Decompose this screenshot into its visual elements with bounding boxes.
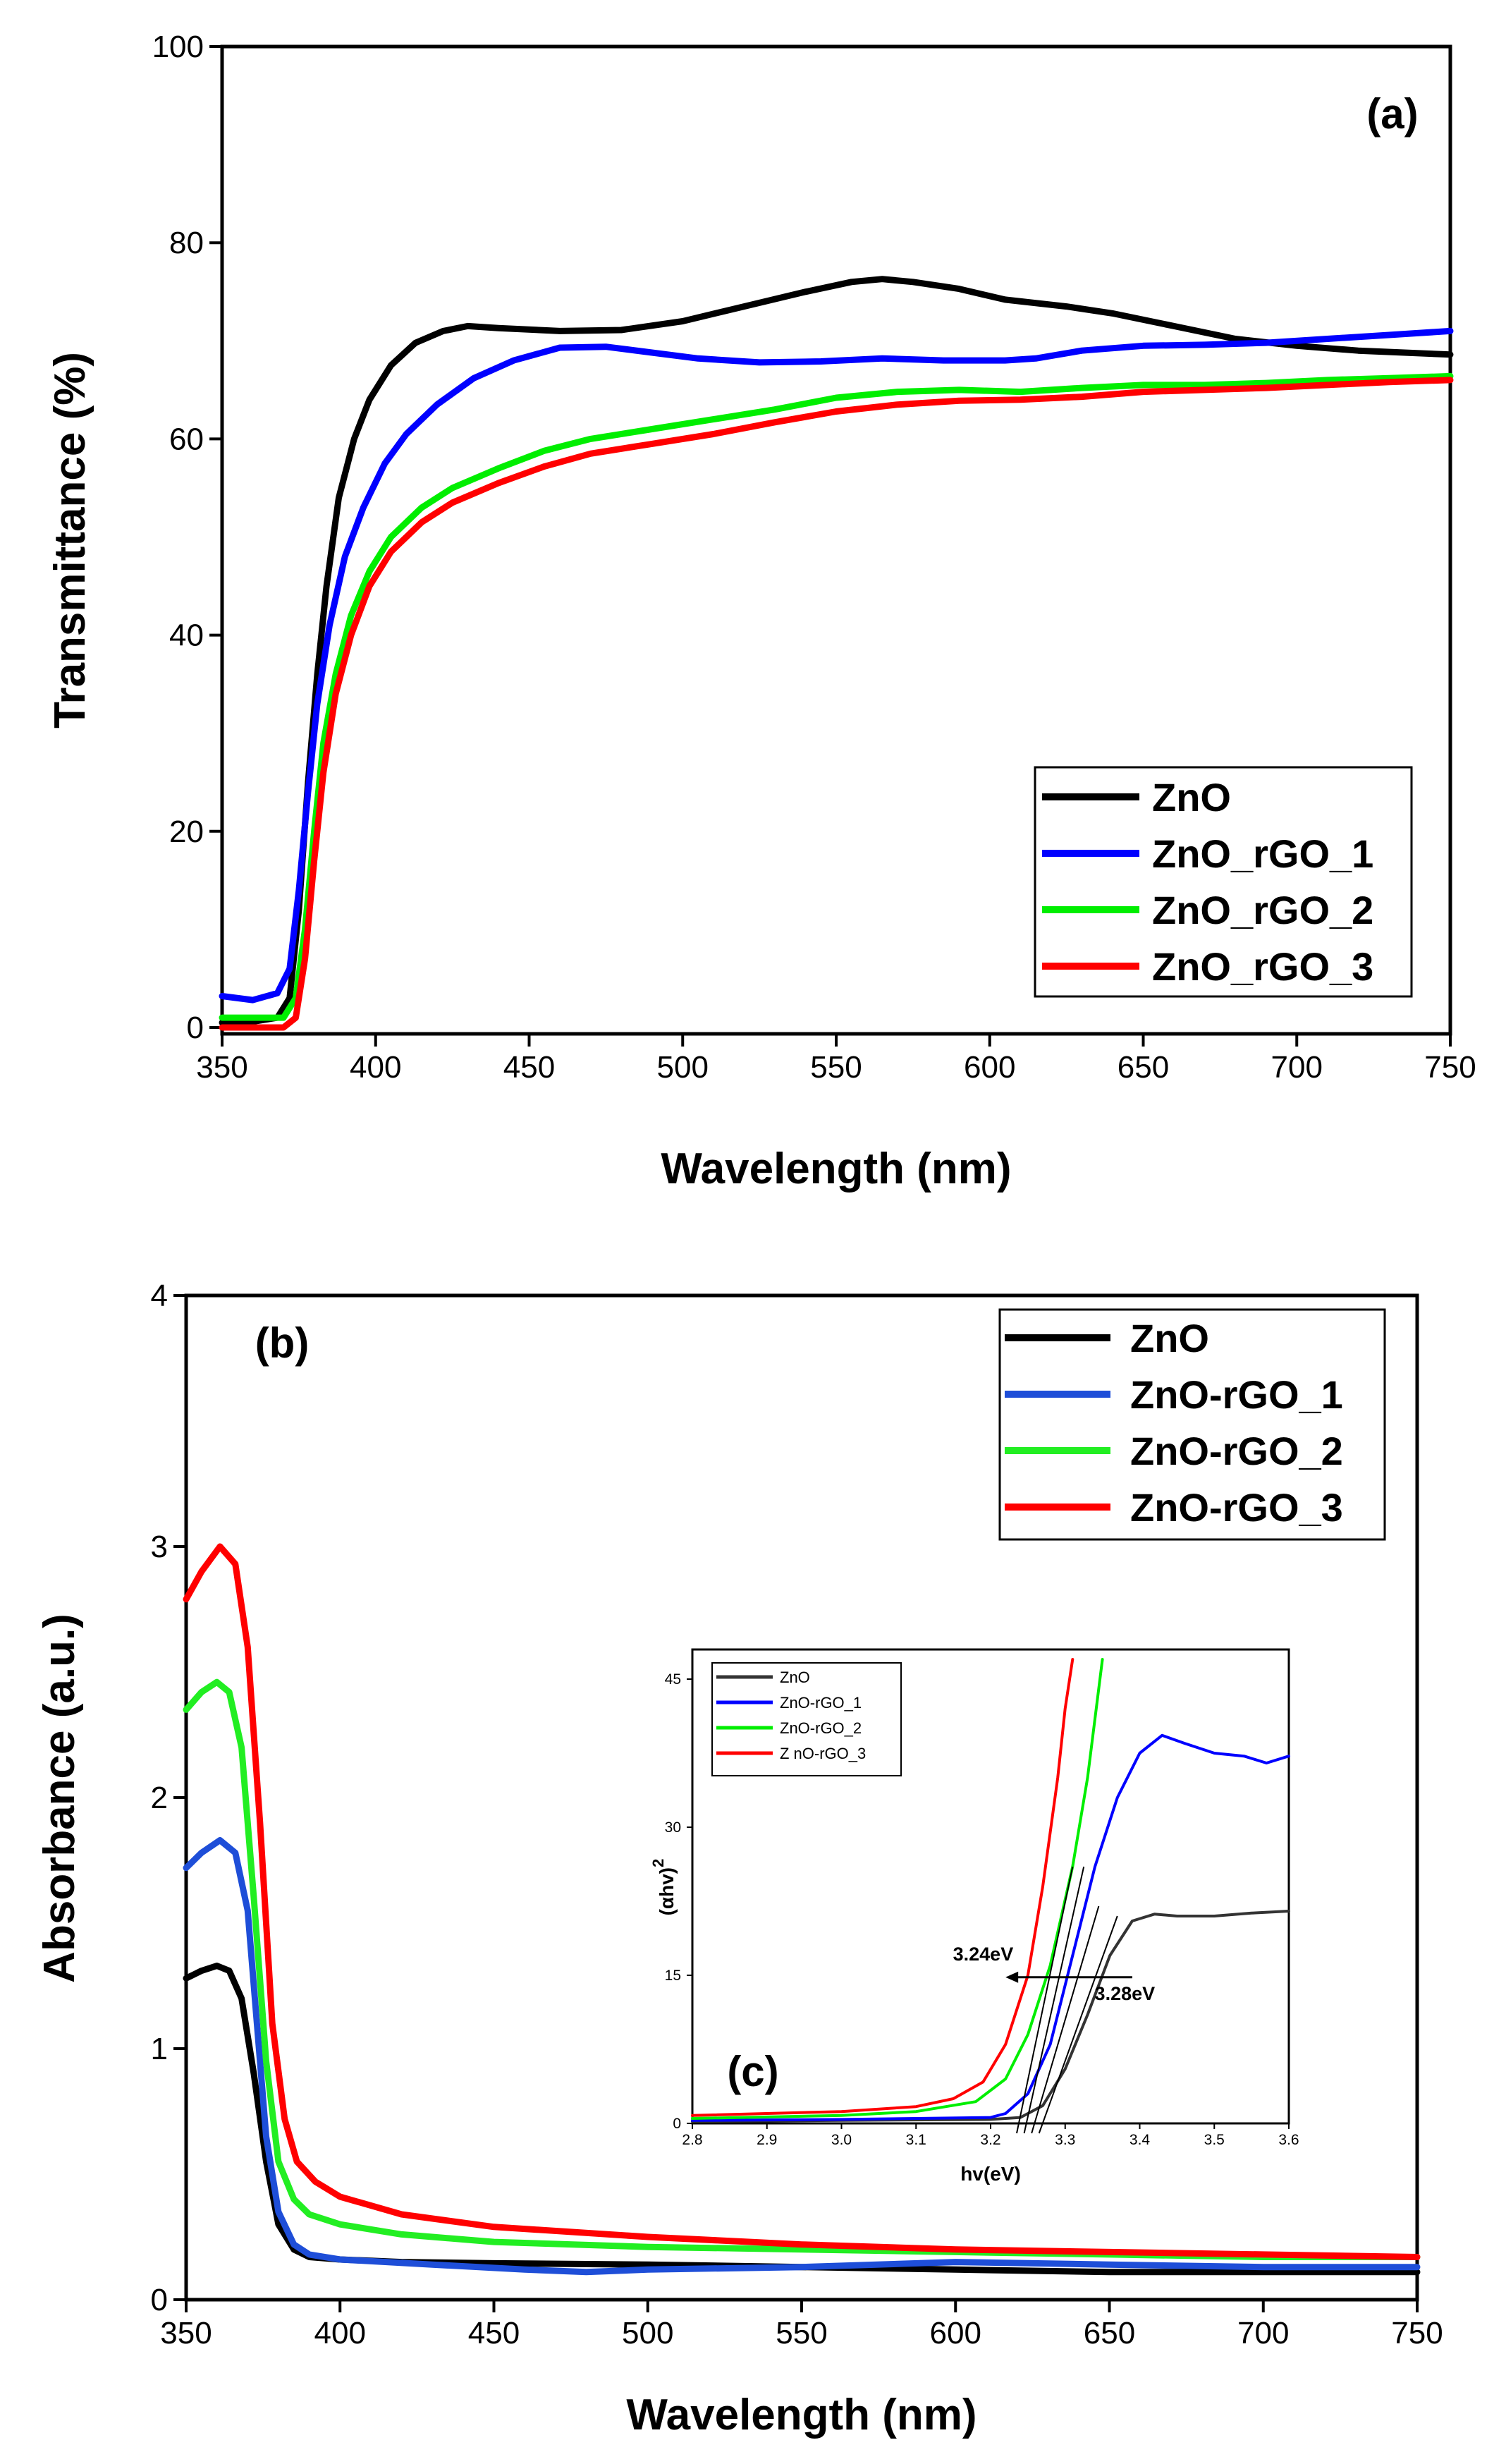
x-tick-label: 500 xyxy=(622,2316,673,2350)
series-line-zno-rgo_3 xyxy=(691,1658,1075,2117)
band-gap-annotation: 3.24eV xyxy=(953,1944,1014,1965)
legend-label: ZnO-rGO_1 xyxy=(780,1694,862,1712)
legend-label: ZnO-rGO_2 xyxy=(780,1719,862,1737)
series-line-zno xyxy=(691,1910,1290,2123)
x-tick-label: 3.2 xyxy=(980,2132,1000,2148)
y-tick-label: 15 xyxy=(665,1968,681,1984)
panel-c-tangent-lines xyxy=(1016,1866,1118,2134)
panel-b-x-axis-label: Wavelength (nm) xyxy=(626,2391,977,2439)
panel-c-y-axis-label-exponent: 2 xyxy=(649,1859,667,1867)
series-line-zno_rgo_3 xyxy=(219,377,1454,1031)
legend-label: ZnO xyxy=(1130,1316,1209,1360)
y-tick-label: 20 xyxy=(169,815,204,849)
tangent-line xyxy=(1031,1905,1100,2134)
x-tick-label: 600 xyxy=(930,2316,981,2350)
panel-c-series xyxy=(691,1658,1290,2123)
legend-label: ZnO_rGO_2 xyxy=(1152,888,1373,932)
x-tick-label: 2.8 xyxy=(682,2132,702,2148)
legend-label: ZnO-rGO_2 xyxy=(1130,1429,1343,1473)
panel-a-y-axis-label: Transmittance (%) xyxy=(46,352,94,728)
panel-a-chart: 350 400 450 500 550 600 650 700 750020406080100 … xyxy=(46,30,1476,1193)
x-tick-label: 550 xyxy=(776,2316,827,2350)
x-tick-label: 2.9 xyxy=(757,2132,777,2148)
panel-a-legend-box xyxy=(1034,766,1413,998)
y-tick-label: 0 xyxy=(187,1011,204,1045)
tangent-line xyxy=(1038,1915,1118,2134)
x-tick-label: 3.1 xyxy=(906,2132,926,2148)
series-line-zno-rgo_2 xyxy=(691,1658,1104,2120)
x-tick-label: 450 xyxy=(468,2316,520,2350)
panel-c-label: (c) xyxy=(727,2048,778,2095)
x-tick-label: 650 xyxy=(1118,1050,1169,1085)
panel-a-ticks: 350 400 450 500 550 600 650 700 750 0 20 40 60 80 100 xyxy=(152,30,1476,1085)
y-tick-label: 30 xyxy=(665,1819,681,1836)
y-tick-label: 45 xyxy=(665,1671,681,1688)
legend-label: ZnO_rGO_1 xyxy=(1152,831,1373,876)
legend-label: ZnO_rGO_3 xyxy=(1152,944,1373,989)
tangent-line xyxy=(1023,1866,1085,2134)
panel-a-x-axis-label: Wavelength (nm) xyxy=(661,1145,1011,1193)
band-gap-arrow-head xyxy=(1005,1971,1019,1983)
legend-label: ZnO-rGO_3 xyxy=(1130,1485,1343,1530)
y-tick-label: 40 xyxy=(169,618,204,653)
panel-a-series xyxy=(219,276,1454,1031)
panel-c-legend: ZnO ZnO-rGO_1 ZnO-rGO_2 Z nO-rGO_3 xyxy=(711,1662,902,1776)
x-tick-label: 400 xyxy=(314,2316,366,2350)
panel-c-y-axis-label: (αhv)2 xyxy=(649,1859,678,1916)
legend-label: ZnO xyxy=(1152,775,1231,819)
x-tick-label: 750 xyxy=(1424,1050,1476,1085)
tangent-line xyxy=(1016,1866,1074,2134)
band-gap-annotation: 3.28eV xyxy=(1095,1983,1156,2004)
panel-b-series xyxy=(183,1543,1421,2276)
x-tick-label: 550 xyxy=(810,1050,862,1085)
legend-label: ZnO-rGO_1 xyxy=(1130,1372,1343,1417)
panel-b-y-axis-label: Absorbance (a.u.) xyxy=(35,1614,84,1983)
x-tick-label: 3.5 xyxy=(1204,2132,1225,2148)
x-tick-label: 500 xyxy=(657,1050,709,1085)
x-tick-label: 3.6 xyxy=(1278,2132,1299,2148)
panel-c-x-axis-label: hv(eV) xyxy=(960,2163,1021,2185)
x-tick-label: 600 xyxy=(964,1050,1015,1085)
x-tick-label: 700 xyxy=(1237,2316,1289,2350)
legend-label: ZnO xyxy=(780,1669,810,1686)
x-tick-label: 400 xyxy=(350,1050,401,1085)
series-line-zno-rgo_1 xyxy=(691,1733,1290,2122)
series-line-zno_rgo_1 xyxy=(219,327,1454,1004)
x-tick-label: 350 xyxy=(160,2316,212,2350)
x-tick-label: 450 xyxy=(503,1050,555,1085)
panel-a-legend: ZnO ZnO_rGO_1 ZnO_rGO_2 ZnO_rGO_3 xyxy=(1034,766,1413,998)
x-tick-label: 750 xyxy=(1391,2316,1443,2350)
y-tick-label: 1 xyxy=(151,2032,168,2066)
panel-b-legend: ZnO ZnO-rGO_1 ZnO-rGO_2 ZnO-rGO_3 xyxy=(998,1308,1386,1541)
panel-b-label: (b) xyxy=(255,1319,310,1367)
y-tick-label: 80 xyxy=(169,226,204,260)
x-tick-label: 3.4 xyxy=(1130,2132,1151,2148)
y-tick-label: 0 xyxy=(673,2116,681,2132)
y-tick-label: 100 xyxy=(152,30,204,64)
x-tick-label: 350 xyxy=(196,1050,247,1085)
series-line-zno-rgo_1 xyxy=(183,1837,1421,2276)
panel-b-legend-box xyxy=(998,1308,1386,1541)
x-tick-label: 3.0 xyxy=(831,2132,852,2148)
y-tick-label: 0 xyxy=(151,2283,168,2317)
x-tick-label: 650 xyxy=(1084,2316,1135,2350)
y-tick-label: 3 xyxy=(151,1530,168,1564)
series-line-zno-rgo_3 xyxy=(183,1543,1421,2260)
panel-c-ticks: 2.8 2.9 3.0 3.1 3.2 3.3 3.4 3.5 3.6 0 15 30 45 xyxy=(665,1671,1299,2148)
y-tick-label: 4 xyxy=(151,1279,168,1313)
y-tick-label: 60 xyxy=(169,422,204,456)
panel-c-y-axis-label-base: (αhv) xyxy=(656,1867,678,1916)
x-tick-label: 700 xyxy=(1271,1050,1323,1085)
x-tick-label: 3.3 xyxy=(1055,2132,1075,2148)
legend-label: Z nO-rGO_3 xyxy=(780,1745,866,1762)
panel-c-legend-box xyxy=(711,1662,902,1776)
panel-c-annotations: 3.24eV 3.28eV xyxy=(953,1944,1156,2004)
y-tick-label: 2 xyxy=(151,1781,168,1815)
panel-a-label: (a) xyxy=(1366,90,1418,138)
